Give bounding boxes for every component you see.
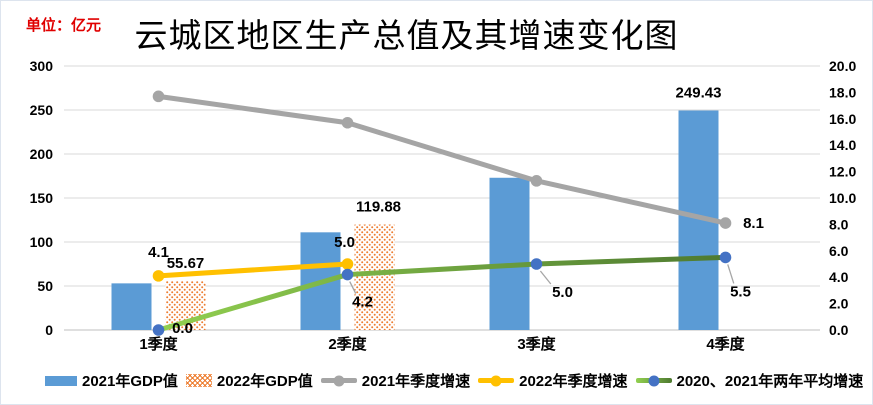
svg-text:300: 300 xyxy=(30,58,54,74)
line-swatch-green-icon xyxy=(635,375,672,386)
svg-text:5.0: 5.0 xyxy=(334,234,355,251)
svg-text:4.2: 4.2 xyxy=(352,294,373,311)
legend-item-2022-gdp: 2022年GDP值 xyxy=(185,370,313,391)
svg-text:1季度: 1季度 xyxy=(139,335,178,353)
line-swatch-gray-icon xyxy=(320,375,357,386)
category-axis: 1季度 2季度 3季度 4季度 xyxy=(139,335,745,353)
svg-text:5.5: 5.5 xyxy=(730,283,751,300)
svg-text:12.0: 12.0 xyxy=(829,164,856,180)
svg-text:2季度: 2季度 xyxy=(328,335,367,353)
line-markers-labels-2: 0.0 4.2 5.0 5.5 xyxy=(152,251,751,337)
legend: 2021年GDP值 2022年GDP值 2021年季度增速 2022年季度增速 … xyxy=(45,370,863,391)
legend-label: 2022年季度增速 xyxy=(519,373,628,390)
line-markers-labels-1: 4.1 5.0 xyxy=(148,234,355,282)
line-series-2 xyxy=(156,254,728,333)
legend-label: 2021年GDP值 xyxy=(82,373,178,390)
svg-text:6.0: 6.0 xyxy=(829,243,849,259)
legend-label: 2021年季度增速 xyxy=(361,373,471,390)
svg-text:250: 250 xyxy=(30,102,54,118)
legend-label: 2022年GDP值 xyxy=(216,373,313,390)
svg-text:200: 200 xyxy=(30,146,54,162)
svg-text:5.0: 5.0 xyxy=(552,284,573,301)
svg-text:3季度: 3季度 xyxy=(517,335,556,353)
svg-text:2.0: 2.0 xyxy=(829,296,849,312)
svg-text:14.0: 14.0 xyxy=(829,137,856,153)
svg-text:4.1: 4.1 xyxy=(148,244,169,261)
line-markers-labels-0: 8.1 xyxy=(152,90,764,232)
svg-text:0.0: 0.0 xyxy=(172,320,193,337)
unit-label: 单位：亿元 xyxy=(26,17,102,34)
svg-text:10.0: 10.0 xyxy=(829,190,856,206)
chart-title: 云城区地区生产总值及其增速变化图 xyxy=(134,19,679,55)
bars-2022: 55.67 119.88 xyxy=(165,199,401,330)
bar-swatch-pattern-icon xyxy=(185,374,212,387)
bar-swatch-blue-icon xyxy=(45,375,77,386)
svg-text:4季度: 4季度 xyxy=(706,335,745,353)
line-swatch-yellow-icon xyxy=(478,375,515,386)
svg-text:55.67: 55.67 xyxy=(167,255,205,272)
legend-item-two-year-avg-growth: 2020、2021年两年平均增速 xyxy=(635,370,864,391)
svg-text:18.0: 18.0 xyxy=(829,84,856,100)
svg-text:0: 0 xyxy=(45,322,53,338)
svg-text:150: 150 xyxy=(30,190,54,206)
legend-item-2022-growth: 2022年季度增速 xyxy=(478,370,628,391)
svg-text:50: 50 xyxy=(37,278,53,294)
line-series-1 xyxy=(156,261,350,279)
legend-item-2021-gdp: 2021年GDP值 xyxy=(45,370,178,391)
svg-text:119.88: 119.88 xyxy=(356,199,401,216)
legend-item-2021-growth: 2021年季度增速 xyxy=(320,370,471,391)
svg-text:100: 100 xyxy=(30,234,54,250)
svg-text:4.0: 4.0 xyxy=(829,269,849,285)
line-series-0 xyxy=(156,93,728,226)
svg-text:0.0: 0.0 xyxy=(829,322,849,338)
svg-text:8.0: 8.0 xyxy=(829,216,849,232)
svg-text:16.0: 16.0 xyxy=(829,111,856,127)
plot-area: 0 50 100 150 200 250 300 0.0 2.0 4.0 6.0 8.0 10.0 12.… xyxy=(30,58,857,353)
svg-text:249.43: 249.43 xyxy=(676,85,722,102)
svg-text:20.0: 20.0 xyxy=(829,58,856,74)
right-axis: 0.0 2.0 4.0 6.0 8.0 10.0 12.0 14.0 16.0 18.0 20.0 xyxy=(829,58,856,338)
legend-label: 2020、2021年两年平均增速 xyxy=(676,373,864,390)
svg-text:8.1: 8.1 xyxy=(743,215,764,232)
